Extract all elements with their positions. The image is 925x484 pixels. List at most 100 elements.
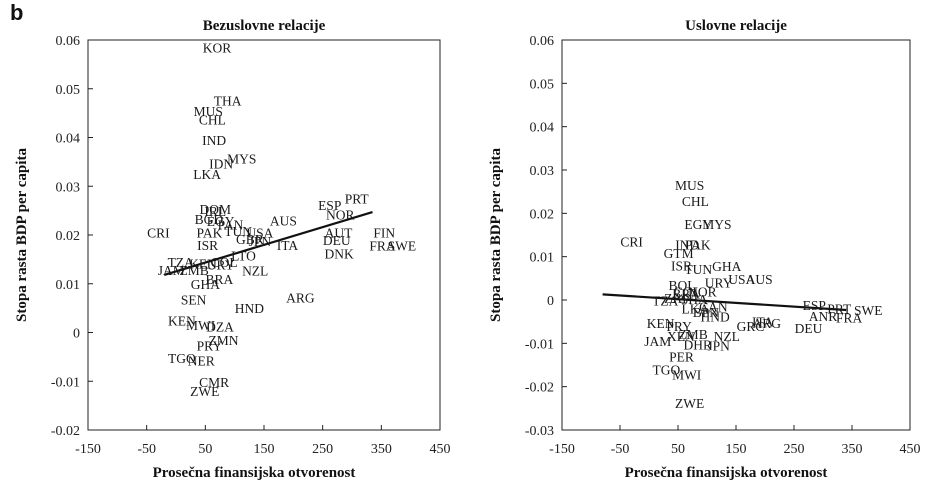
data-point-bra: BRA xyxy=(206,272,234,287)
data-point-mys: MYS xyxy=(227,151,256,166)
data-point-ken: KEN xyxy=(647,316,675,331)
x-tick-label: 250 xyxy=(312,442,333,457)
x-axis-label: Prosečna finansijska otvorenost xyxy=(625,465,828,481)
plot-frame xyxy=(561,39,911,431)
y-tick-label: 0.05 xyxy=(56,83,81,98)
data-point-jam: JAM xyxy=(644,334,671,349)
data-point-gtm: GTM xyxy=(664,246,694,261)
data-point-pry: PRY xyxy=(666,319,692,334)
data-point-dnk: DNK xyxy=(324,247,353,262)
y-tick-label: -0.01 xyxy=(525,337,554,352)
data-point-aus: AUS xyxy=(746,272,773,287)
data-point-jpn: JPN xyxy=(707,339,730,354)
data-point-deu: DEU xyxy=(323,233,351,248)
data-point-sen: SEN xyxy=(181,292,207,307)
data-point-fra: FRA xyxy=(369,239,396,254)
data-point-nzl: NZL xyxy=(242,264,268,279)
data-point-mwi: MWI xyxy=(186,318,216,333)
data-point-pak: PAK xyxy=(685,238,711,253)
y-tick-label: 0 xyxy=(547,294,554,309)
x-axis-label: Prosečna finansijska otvorenost xyxy=(153,465,356,481)
data-point-zaf: ZAF xyxy=(664,291,690,306)
data-point-prt: PRT xyxy=(345,191,370,206)
data-point-tun: TUN xyxy=(224,224,252,239)
data-point-lka: LKA xyxy=(193,167,221,182)
data-point-bra: BRA xyxy=(672,287,700,302)
data-point-tgo: TGO xyxy=(168,351,196,366)
data-point-jam: JAM xyxy=(158,263,185,278)
data-point-arg: ARG xyxy=(752,316,781,331)
data-point-fin: FIN xyxy=(373,226,395,241)
chart-title: Uslovne relacije xyxy=(685,18,787,34)
data-point-col: COL xyxy=(211,255,238,270)
data-point-isr: ISR xyxy=(197,238,218,253)
x-tick-label: 350 xyxy=(842,442,863,457)
x-tick-label: 50 xyxy=(198,442,212,457)
data-point-pak: PAK xyxy=(197,226,223,241)
data-point-gha: GHA xyxy=(712,259,741,274)
data-point-deu: DEU xyxy=(795,321,823,336)
x-tick-label: -150 xyxy=(549,442,575,457)
data-point-ury: URY xyxy=(207,257,235,272)
data-point-kor: KOR xyxy=(203,40,232,55)
data-point-bol: BOL xyxy=(669,278,696,293)
data-point-ita: ITA xyxy=(752,315,774,330)
data-point-bgd: BGD xyxy=(195,212,224,227)
data-point-pry: PRY xyxy=(197,339,223,354)
data-point-dza: DZA xyxy=(206,320,234,335)
data-point-lto: LTO xyxy=(231,248,256,263)
data-point-bpn: BPN xyxy=(693,305,720,320)
data-point-ita: ITA xyxy=(277,238,299,253)
data-point-lka: LKA xyxy=(682,302,710,317)
data-point-ind: IND xyxy=(202,133,226,148)
data-point-cri: CRI xyxy=(147,226,170,241)
x-tick-label: 450 xyxy=(900,442,921,457)
data-point-hnd: HND xyxy=(700,309,729,324)
x-tick-label: -150 xyxy=(75,442,101,457)
data-point-usa: USA xyxy=(246,226,273,241)
data-point-arg: ARG xyxy=(286,290,315,305)
x-tick-label: 450 xyxy=(430,442,451,457)
data-point-aut: AUT xyxy=(325,226,353,241)
data-point-xen: XEN xyxy=(667,329,695,344)
y-tick-label: 0.04 xyxy=(56,132,81,147)
data-point-gbr: GBR xyxy=(236,232,264,247)
x-tick-label: 150 xyxy=(726,442,747,457)
x-tick-label: -50 xyxy=(137,442,156,457)
y-tick-label: 0.02 xyxy=(56,229,81,244)
data-point-zwe: ZWE xyxy=(190,384,219,399)
data-point-mys: MYS xyxy=(702,217,731,232)
data-point-tza: TZA xyxy=(168,255,194,270)
y-tick-label: 0.01 xyxy=(56,278,81,293)
y-tick-label: 0.05 xyxy=(530,77,555,92)
data-point-zmb: ZMB xyxy=(678,327,707,342)
data-point-mwi: MWI xyxy=(672,368,702,383)
y-axis-label: Stopa rasta BDP per capita xyxy=(14,148,30,322)
panel-label: b xyxy=(10,0,24,25)
x-tick-label: 350 xyxy=(371,442,392,457)
y-tick-label: 0.03 xyxy=(530,164,555,179)
data-point-ner: NER xyxy=(188,353,215,368)
data-point-can: CAN xyxy=(699,300,728,315)
y-tick-label: -0.02 xyxy=(525,381,554,396)
data-point-anr: ANR xyxy=(809,309,838,324)
y-tick-label: 0.06 xyxy=(530,34,555,49)
data-point-nzl: NZL xyxy=(714,329,740,344)
y-tick-label: 0.03 xyxy=(56,180,81,195)
data-point-ken: KEN xyxy=(189,256,217,271)
x-tick-label: 50 xyxy=(671,442,685,457)
data-point-pan: PAN xyxy=(218,217,244,232)
data-point-zmb: ZMB xyxy=(180,263,209,278)
data-point-ind: IND xyxy=(675,238,699,253)
data-point-aus: AUS xyxy=(270,213,297,228)
data-point-dom: DOM xyxy=(200,202,232,217)
y-tick-label: -0.03 xyxy=(525,424,554,439)
data-point-isr: ISR xyxy=(671,258,692,273)
data-point-ken: KEN xyxy=(168,313,196,328)
data-point-tza: TZA xyxy=(652,293,678,308)
x-tick-label: 150 xyxy=(254,442,275,457)
data-point-dhr: DHR xyxy=(683,338,712,353)
data-point-irl: IRL xyxy=(204,204,226,219)
data-point-egy: EGY xyxy=(684,217,712,232)
